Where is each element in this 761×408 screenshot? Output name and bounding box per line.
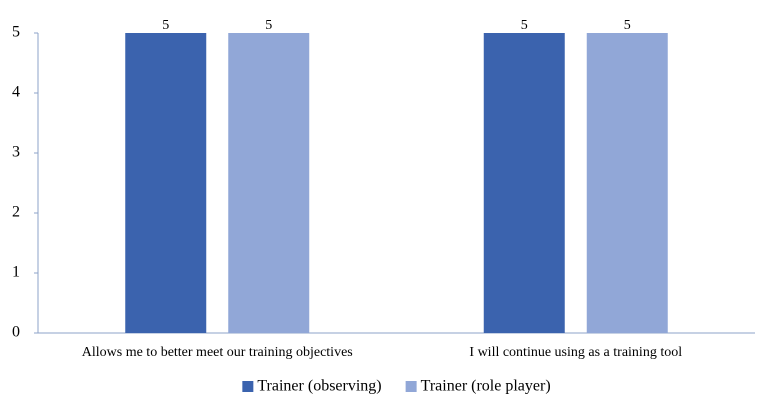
data-label: 5 bbox=[265, 18, 272, 33]
y-tick-label: 5 bbox=[12, 24, 20, 41]
data-label: 5 bbox=[521, 18, 528, 33]
x-tick-label: Allows me to better meet our training ob… bbox=[82, 345, 353, 360]
y-tick-label: 4 bbox=[12, 84, 20, 101]
data-label: 5 bbox=[624, 18, 631, 33]
y-tick-label: 1 bbox=[12, 264, 20, 281]
data-label: 5 bbox=[162, 18, 169, 33]
legend-swatch bbox=[405, 381, 417, 392]
legend-label: Trainer (observing) bbox=[257, 378, 381, 395]
legend-label: Trainer (role player) bbox=[421, 378, 551, 395]
legend-item: Trainer (role player) bbox=[405, 378, 551, 395]
x-tick-label: I will continue using as a training tool bbox=[469, 345, 682, 360]
y-tick-label: 3 bbox=[12, 144, 20, 161]
legend-item: Trainer (observing) bbox=[242, 378, 382, 395]
legend-swatch bbox=[242, 381, 254, 392]
bar bbox=[228, 33, 310, 333]
y-tick-label: 2 bbox=[12, 204, 20, 221]
y-tick-label: 0 bbox=[12, 324, 20, 341]
bar bbox=[125, 33, 207, 333]
bar bbox=[483, 33, 565, 333]
bar bbox=[586, 33, 668, 333]
